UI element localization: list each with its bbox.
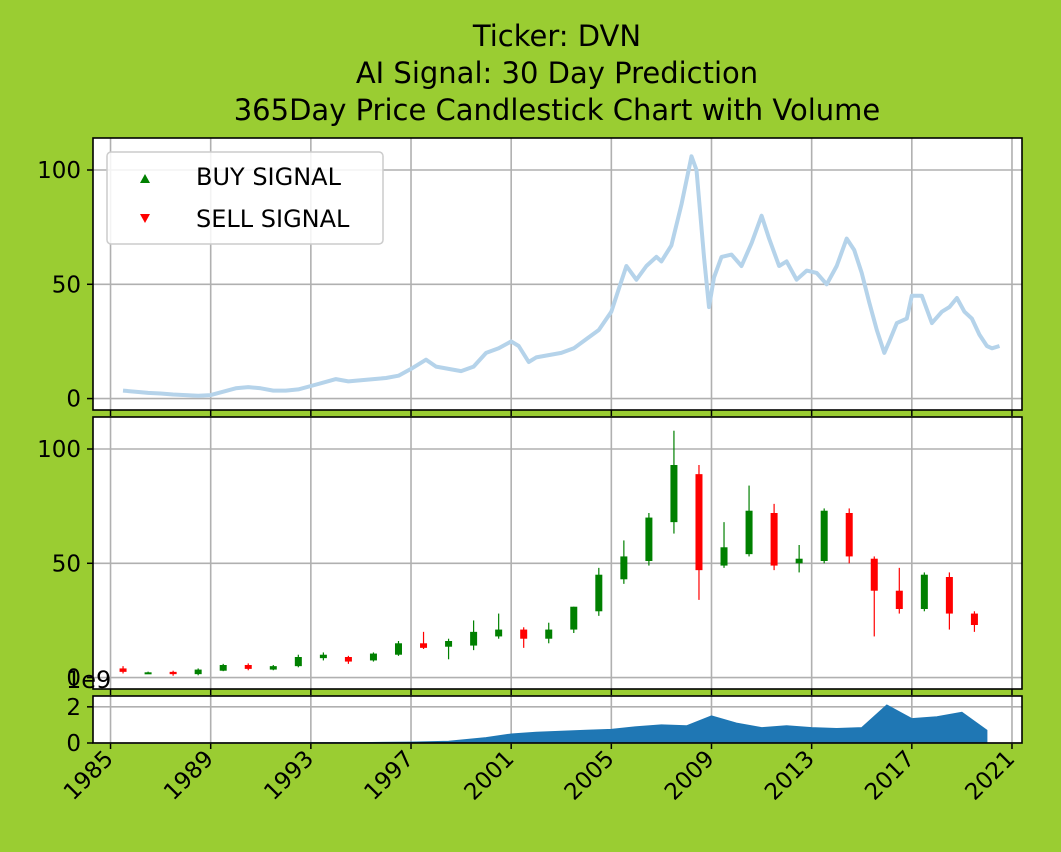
x-axis-ticks: 1985 1989 1993 1997 2001 2005 2009 2013 2017 2021 bbox=[59, 746, 1020, 806]
candle-body bbox=[470, 631, 478, 646]
candle-body bbox=[119, 668, 127, 672]
title-line-1: Ticker: DVN bbox=[472, 19, 641, 53]
candle-body bbox=[420, 643, 428, 648]
candle-body bbox=[244, 665, 252, 669]
title-line-2: AI Signal: 30 Day Prediction bbox=[356, 56, 758, 90]
candle-body bbox=[445, 641, 453, 647]
y-tick-label: 100 bbox=[37, 158, 81, 184]
plot-frame bbox=[92, 416, 1023, 690]
legend-box bbox=[106, 151, 384, 245]
plot-frame bbox=[92, 137, 1023, 411]
x-tick-label: 1997 bbox=[359, 746, 419, 806]
volume-area bbox=[123, 704, 988, 744]
candle-body bbox=[920, 574, 928, 609]
candle-body bbox=[745, 510, 753, 555]
candle-body bbox=[595, 574, 603, 612]
candle-body bbox=[294, 657, 302, 667]
buy-signal-marker-icon bbox=[140, 174, 150, 183]
candle-body bbox=[144, 672, 152, 675]
volume-offset-label: 1e9 bbox=[66, 666, 111, 694]
x-tick-label: 2021 bbox=[960, 746, 1020, 806]
x-tick-label: 2013 bbox=[760, 746, 820, 806]
legend: BUY SIGNAL SELL SIGNAL bbox=[106, 151, 384, 245]
candle-body bbox=[344, 657, 352, 662]
candle-body bbox=[545, 629, 553, 639]
y-tick-label: 2 bbox=[66, 695, 81, 721]
candle-body bbox=[670, 465, 678, 523]
candle-body bbox=[219, 665, 227, 671]
y-tick-label: 0 bbox=[66, 731, 81, 757]
candle-body bbox=[970, 613, 978, 625]
x-tick-label: 2005 bbox=[560, 746, 620, 806]
y-tick-label: 50 bbox=[52, 272, 81, 298]
candle-body bbox=[945, 577, 953, 614]
candle-body bbox=[845, 513, 853, 557]
sell-signal-marker-icon bbox=[140, 214, 150, 223]
candle-body bbox=[770, 513, 778, 566]
candle-body bbox=[394, 643, 402, 655]
candle-body bbox=[319, 654, 327, 659]
candle-body bbox=[720, 547, 728, 566]
candle-body bbox=[269, 666, 277, 670]
candlestick-panel: 0 50 100 bbox=[37, 416, 1023, 695]
candle-body bbox=[495, 629, 503, 637]
plot-area bbox=[93, 417, 1022, 689]
x-tick-label: 1989 bbox=[159, 746, 219, 806]
y-tick-label: 0 bbox=[66, 666, 81, 692]
candle-body bbox=[695, 474, 703, 571]
candle-body bbox=[820, 510, 828, 561]
y-tick-label: 100 bbox=[37, 437, 81, 463]
legend-sell-label: SELL SIGNAL bbox=[196, 205, 350, 233]
title-line-3: 365Day Price Candlestick Chart with Volu… bbox=[234, 93, 881, 127]
candle-body bbox=[169, 671, 177, 675]
plot-frame bbox=[92, 695, 1023, 744]
x-tick-label: 2009 bbox=[660, 746, 720, 806]
x-tick-label: 1993 bbox=[259, 746, 319, 806]
x-tick-label: 2001 bbox=[460, 746, 520, 806]
candle-body bbox=[870, 558, 878, 591]
candle-body bbox=[520, 629, 528, 639]
chart-title: Ticker: DVN AI Signal: 30 Day Prediction… bbox=[234, 19, 881, 127]
candle-body bbox=[369, 653, 377, 661]
candle-body bbox=[645, 517, 653, 561]
candle-body bbox=[795, 558, 803, 564]
price-line bbox=[122, 154, 1001, 398]
y-tick-label: 50 bbox=[52, 551, 81, 577]
legend-buy-label: BUY SIGNAL bbox=[196, 163, 342, 191]
candle-body bbox=[194, 669, 202, 675]
candle-body bbox=[570, 606, 578, 630]
y-tick-label: 0 bbox=[66, 387, 81, 413]
x-tick-label: 2017 bbox=[860, 746, 920, 806]
candle-body bbox=[895, 590, 903, 609]
volume-panel: 02 bbox=[66, 695, 1023, 757]
candle-body bbox=[620, 556, 628, 580]
